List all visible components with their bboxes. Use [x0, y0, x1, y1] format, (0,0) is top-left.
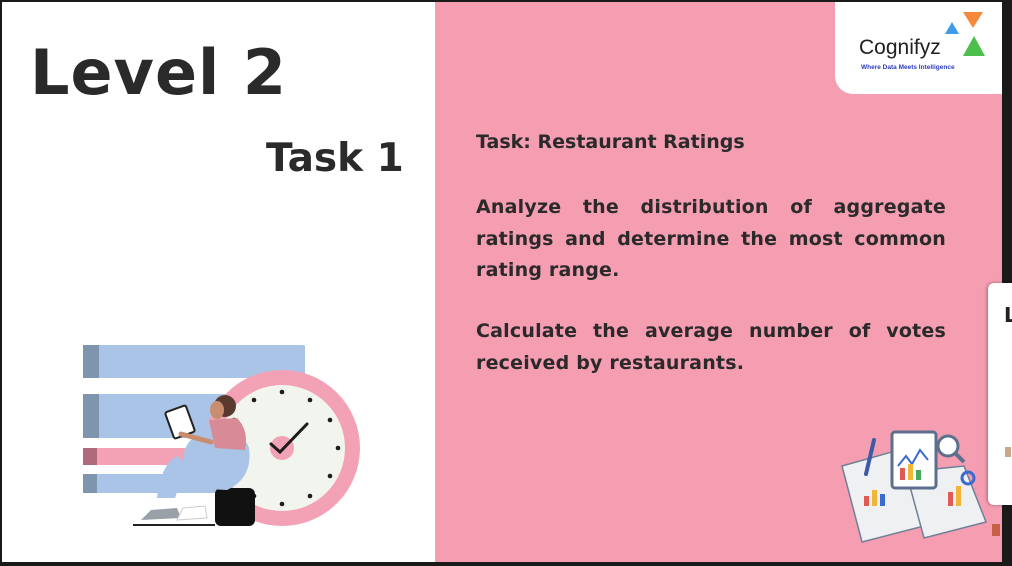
- adjacent-window-edge[interactable]: L: [988, 283, 1012, 505]
- taskbar-edge-icon: [992, 524, 1000, 536]
- logo-card: Cognifyz Where Data Meets Intelligence: [835, 2, 1002, 94]
- person-with-tablet-and-clock-illustration: [83, 345, 360, 526]
- adjacent-window-letter: L: [1004, 303, 1012, 327]
- level-title: Level 2: [30, 36, 287, 109]
- task-heading: Task: Restaurant Ratings: [476, 131, 745, 153]
- task-description-paragraph: Analyze the distribution of aggregate ra…: [476, 196, 946, 281]
- logo-tagline: Where Data Meets Intelligence: [861, 64, 955, 71]
- presentation-slide: Level 2 Task 1: [2, 2, 1002, 562]
- cognifyz-logo-icon: [945, 12, 985, 56]
- task-number: Task 1: [266, 136, 404, 181]
- logo-name: Cognifyz: [859, 36, 941, 59]
- charts-documents-magnifier-illustration: [841, 430, 988, 543]
- adjacent-window-thumbnail: [1005, 447, 1011, 457]
- task-description-paragraph: Calculate the average number of votes re…: [476, 320, 946, 374]
